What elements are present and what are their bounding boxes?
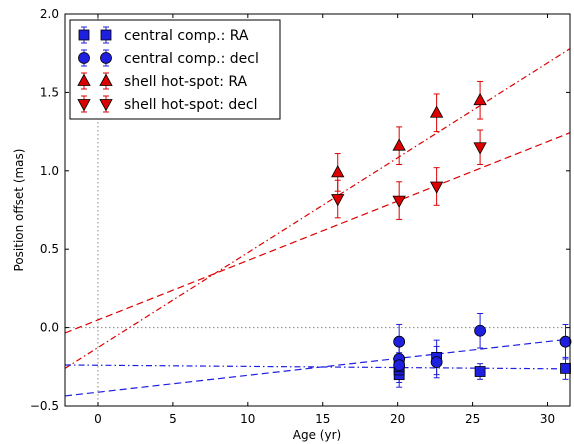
legend-label: shell hot-spot: RA (124, 74, 248, 90)
legend-label: central comp.: RA (124, 28, 249, 44)
series-3-point-4-marker (473, 92, 487, 106)
fit-line-4 (65, 364, 570, 370)
legend-marker-1-2 (100, 29, 112, 41)
series-4-point-2-marker (392, 195, 406, 208)
legend: central comp.: RA central comp.: decl shel… (69, 19, 281, 120)
legend-label: shell hot-spot: decl (124, 97, 257, 113)
x-tick-label: 20 (390, 412, 405, 426)
series-3-point-2-marker (392, 138, 406, 151)
series-4-point-4-marker (473, 142, 487, 155)
series-2-point-3-marker (393, 359, 406, 372)
y-tick-label: 1.5 (40, 85, 59, 99)
y-tick-label: 1.0 (40, 164, 59, 178)
y-tick-label: −0.5 (30, 399, 59, 413)
legend-marker-3-1 (77, 73, 91, 86)
legend-marker-3-2 (99, 73, 113, 86)
legend-marker-1-1 (78, 29, 90, 41)
series-3-point-1-marker (331, 165, 345, 178)
series-3-point-3-marker (429, 105, 444, 118)
series-4-point-1-marker (331, 194, 345, 207)
series-1-point-6-marker (560, 362, 571, 374)
plot-frame (64, 13, 571, 407)
series-4-point-3-marker (429, 181, 444, 194)
series-2-point-6-marker (559, 335, 572, 348)
y-tick-label: 0.0 (40, 321, 59, 335)
series-1-point-5-marker (474, 366, 486, 377)
fit-lines (65, 48, 570, 397)
y-axis-title: Position offset (mas) (12, 149, 26, 272)
x-tick-label: 30 (540, 412, 555, 426)
x-tick-label: 0 (94, 412, 102, 426)
fit-line-2 (65, 132, 570, 334)
x-axis-title: Age (yr) (293, 428, 341, 442)
series-2-point-1-marker (393, 335, 406, 348)
data-markers (331, 92, 572, 381)
x-tick-label: 5 (169, 412, 177, 426)
x-tick-label: 25 (465, 412, 480, 426)
legend-label: central comp.: decl (124, 51, 259, 67)
y-tick-label: 2.0 (40, 7, 59, 21)
legend-marker-4-2 (99, 99, 113, 112)
series-2-point-5-marker (474, 324, 486, 337)
y-tick-label: 0.5 (40, 242, 59, 256)
legend-marker-2-1 (78, 52, 90, 64)
fit-line-1 (65, 48, 570, 369)
legend-marker-2-2 (100, 52, 112, 64)
x-tick-label: 10 (240, 412, 255, 426)
x-tick-label: 15 (315, 412, 330, 426)
axis-ticks: 0 5 10 15 20 25 30 −0.5 0.0 0.5 1.0 1.5 2.0 (30, 7, 570, 426)
series-2-point-4-marker (430, 356, 443, 368)
legend-marker-4-1 (77, 99, 91, 112)
